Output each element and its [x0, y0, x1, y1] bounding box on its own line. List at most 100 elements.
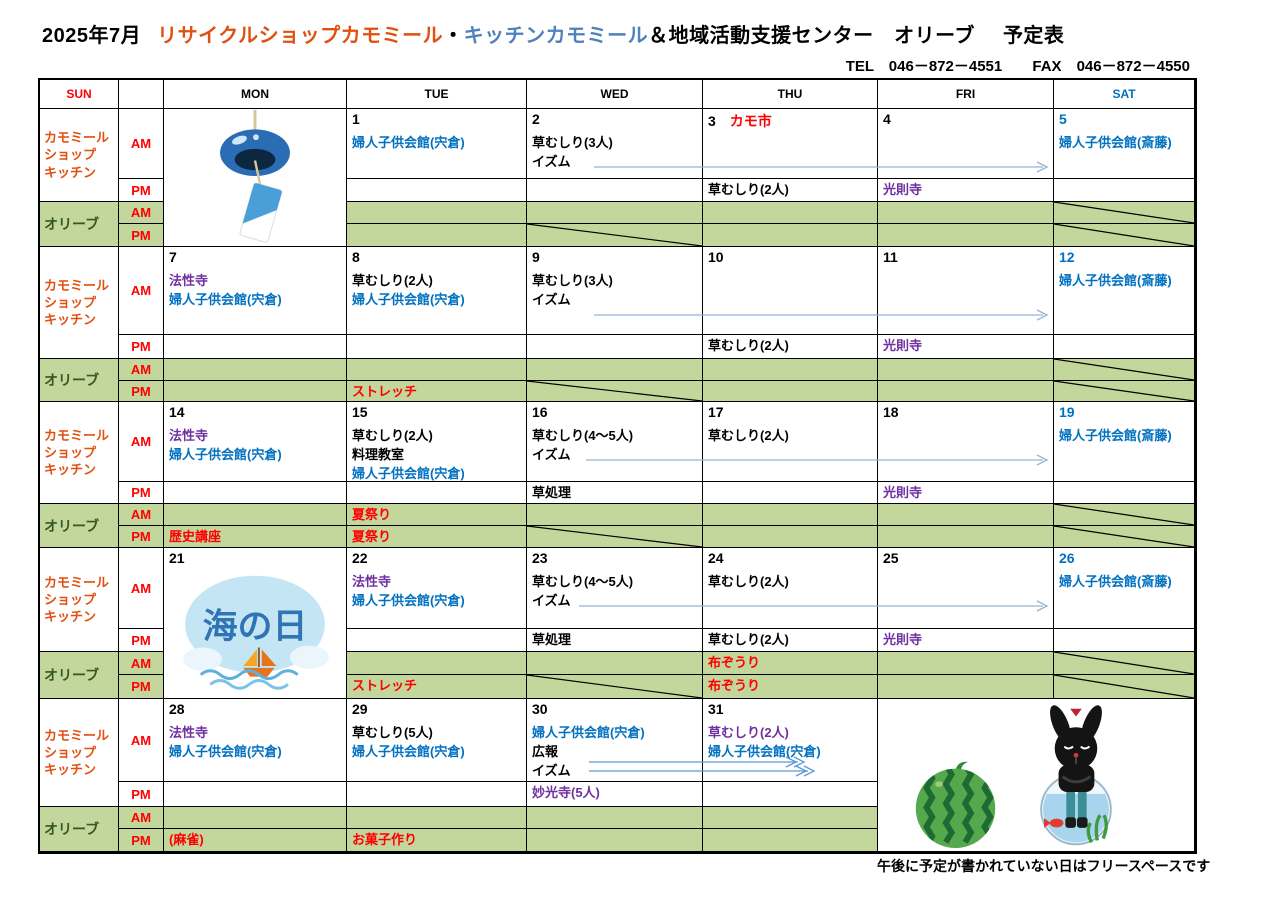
event: 光則寺: [883, 485, 923, 500]
event: 草むしり(5人): [352, 725, 433, 740]
shop-label-line: ショップ: [44, 444, 97, 460]
title-org2: キッチンカモミール: [463, 25, 649, 47]
event: 草むしり(2人): [352, 273, 433, 288]
cal-cell: [347, 179, 527, 202]
schedule-arrow-w5a: [589, 756, 806, 768]
ampm-label: AM: [119, 109, 164, 179]
shop-label-line: キッチン: [44, 462, 97, 478]
cal-cell: [1054, 202, 1195, 224]
event: 婦人子供会館(宍倉): [352, 292, 465, 307]
ampm-label: PM: [119, 381, 164, 402]
cal-cell: [703, 807, 878, 829]
event: 草むしり(2人): [708, 428, 789, 443]
title-org1: リサイクルショップカモミール: [157, 25, 444, 47]
event: 草むしり(2人): [352, 428, 433, 443]
cal-cell: [1054, 359, 1195, 381]
event: イズム: [532, 593, 571, 608]
cal-cell-w5-tue-opm: お菓子作り: [347, 829, 527, 852]
header-fri: FRI: [878, 80, 1054, 109]
title-sep: ・: [443, 25, 464, 47]
ampm-label: AM: [119, 699, 164, 782]
event: 布ぞうり: [708, 678, 761, 693]
event: 草むしり(3人): [532, 273, 613, 288]
row-label-shop: カモミール ショップ キッチン: [40, 109, 119, 202]
page-title: 2025年7月 リサイクルショップカモミール・キッチンカモミール＆地域活動支援セン…: [42, 19, 1064, 48]
event: お菓子作り: [352, 832, 418, 847]
header-wed: WED: [527, 80, 703, 109]
cal-cell-w5-fri-sat: [878, 699, 1195, 852]
shop-label-line: キッチン: [44, 762, 97, 778]
rabbit-fishbowl-icon: [1040, 705, 1112, 846]
ampm-label: PM: [119, 224, 164, 247]
cal-cell-w4-fri-pm: 光則寺: [878, 629, 1054, 652]
schedule-arrow-w4: [579, 600, 1049, 612]
olive-label: オリーブ: [44, 667, 100, 683]
shop-label-line: キッチン: [44, 609, 97, 625]
cal-cell: [703, 224, 878, 247]
strikethrough-line: [1054, 526, 1194, 547]
date-number: 29: [352, 701, 368, 717]
shop-label-line: カモミール: [44, 574, 110, 590]
event: 草むしり(2人): [708, 182, 789, 197]
date-number: 26: [1059, 550, 1075, 566]
strikethrough-line: [1054, 381, 1194, 401]
ampm-label: AM: [119, 807, 164, 829]
cal-cell-w4-tue-opm: ストレッチ: [347, 675, 527, 699]
cal-cell-w2-wed-am: 9 草むしり(3人) イズム: [527, 247, 703, 335]
event: 婦人子供会館(斎藤): [1059, 574, 1172, 589]
cal-cell-w3-mon-opm: 歴史講座: [164, 526, 347, 548]
event: 草むしり(2人): [708, 632, 789, 647]
shop-label-line: キッチン: [44, 164, 97, 180]
date-number: 31: [708, 701, 724, 717]
cal-cell-w3-wed-am: 16 草むしり(4～5人) イズム: [527, 402, 703, 482]
date-number: 11: [883, 249, 898, 265]
event: 妙光寺(5人): [532, 785, 600, 800]
cal-cell-w4-tue-am: 22 法性寺 婦人子供会館(宍倉): [347, 548, 527, 629]
ampm-label: PM: [119, 179, 164, 202]
event: カモ市: [729, 113, 772, 129]
cal-cell: [347, 224, 527, 247]
date-number: 28: [169, 701, 185, 717]
ampm-label: PM: [119, 335, 164, 359]
header-thu: THU: [703, 80, 878, 109]
row-label-olive: オリーブ: [40, 652, 119, 699]
schedule-arrow-w5b: [589, 765, 816, 777]
cal-cell-w3-mon-am: 14 法性寺 婦人子供会館(宍倉): [164, 402, 347, 482]
cal-cell: [1054, 652, 1195, 675]
calendar-table: SUN MON TUE WED THU FRI SAT カモミール ショップ キ…: [38, 78, 1197, 854]
title-suffix: 予定表: [1002, 25, 1065, 47]
cal-cell: [164, 504, 347, 526]
cal-cell: [878, 652, 1054, 675]
row-label-olive: オリーブ: [40, 202, 119, 247]
cal-cell: [878, 526, 1054, 548]
header-tue: TUE: [347, 80, 527, 109]
event: 布ぞうり: [708, 655, 761, 670]
event: 婦人子供会館(宍倉): [352, 135, 465, 150]
shop-label-line: カモミール: [44, 727, 110, 743]
cal-cell: [347, 202, 527, 224]
event: 草処理: [532, 632, 572, 647]
shop-label-line: カモミール: [44, 130, 110, 146]
event: 法性寺: [169, 725, 209, 740]
cal-cell: [1054, 482, 1195, 504]
header-sun: SUN: [40, 80, 119, 109]
shop-label-line: カモミール: [44, 427, 110, 443]
cal-cell-w4-thu-am: 24 草むしり(2人): [703, 548, 878, 629]
event: 歴史講座: [169, 529, 222, 544]
cal-cell: [164, 359, 347, 381]
cal-cell-w3-tue-oam: 夏祭り: [347, 504, 527, 526]
footnote: 午後に予定が書かれていない日はフリースペースです: [877, 858, 1211, 874]
row-label-olive: オリーブ: [40, 504, 119, 548]
event: 光則寺: [883, 182, 923, 197]
cal-cell: [164, 482, 347, 504]
cal-cell: [1054, 335, 1195, 359]
shop-label-line: ショップ: [44, 294, 97, 310]
row-label-shop: カモミール ショップ キッチン: [40, 247, 119, 359]
date-number: 17: [708, 404, 724, 420]
cal-cell: [164, 381, 347, 402]
shop-label-line: キッチン: [44, 312, 97, 328]
event: 婦人子供会館(宍倉): [169, 447, 282, 462]
date-number: 16: [532, 404, 548, 420]
cal-cell: [527, 652, 703, 675]
event: 婦人子供会館(宍倉): [352, 744, 465, 759]
